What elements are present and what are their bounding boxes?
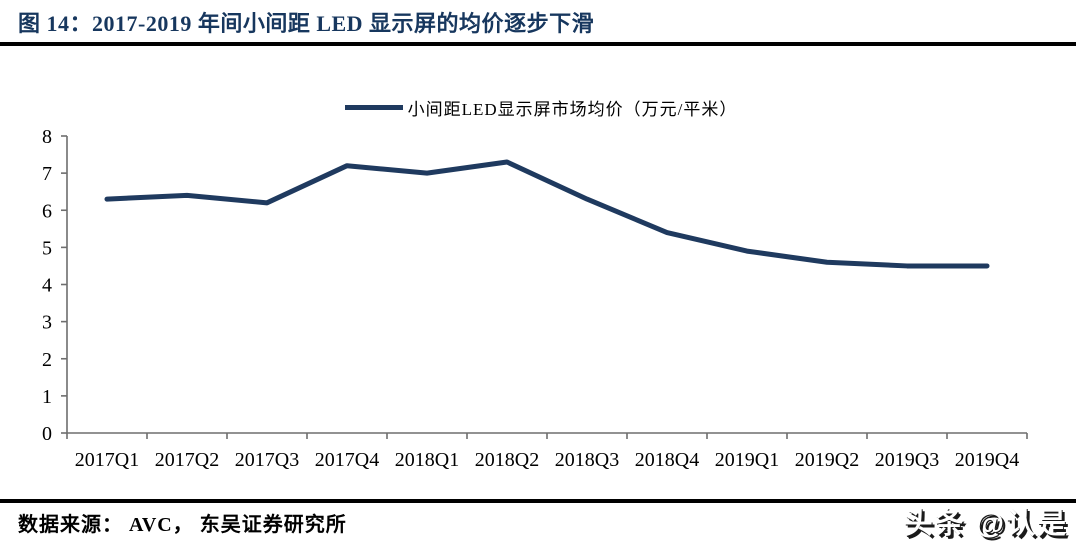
y-axis-tick-label: 5 [42,237,52,259]
x-axis-tick-label: 2018Q4 [635,449,699,471]
x-axis-tick-label: 2017Q4 [315,449,379,471]
y-axis-tick-label: 2 [42,349,52,371]
x-axis-tick-label: 2018Q2 [475,449,539,471]
y-axis-tick-label: 6 [42,200,52,222]
footer-divider-rule [0,499,1076,503]
y-axis-tick-label: 4 [42,275,52,297]
y-axis-tick-label: 1 [42,386,52,408]
x-axis-tick-label: 2017Q3 [235,449,299,471]
figure-title: 图 14：2017-2019 年间小间距 LED 显示屏的均价逐步下滑 [18,11,595,36]
chart-legend: 小间距LED显示屏市场均价（万元/平米） [0,95,1082,120]
x-axis-tick-label: 2018Q3 [555,449,619,471]
x-axis-tick-label: 2019Q4 [955,449,1019,471]
title-divider-rule [0,42,1076,46]
x-axis-tick-label: 2019Q2 [795,449,859,471]
avg-price-line [104,159,990,269]
y-axis-tick-label: 3 [42,312,52,334]
y-axis-tick-label: 8 [42,126,52,148]
data-source-text: 数据来源： AVC， 东吴证券研究所 [18,514,347,536]
x-axis-tick-label: 2017Q1 [75,449,139,471]
watermark-text: 头条 @认是 [903,508,1068,540]
y-axis-tick-label: 0 [42,423,52,445]
x-axis-tick-label: 2019Q3 [875,449,939,471]
legend-series-label: 小间距LED显示屏市场均价（万元/平米） [407,100,738,119]
legend-line-swatch [344,105,403,110]
x-axis-tick-label: 2017Q2 [155,449,219,471]
x-axis-tick-label: 2018Q1 [395,449,459,471]
x-axis-tick-label: 2019Q1 [715,449,779,471]
y-axis-tick-label: 7 [42,163,52,185]
